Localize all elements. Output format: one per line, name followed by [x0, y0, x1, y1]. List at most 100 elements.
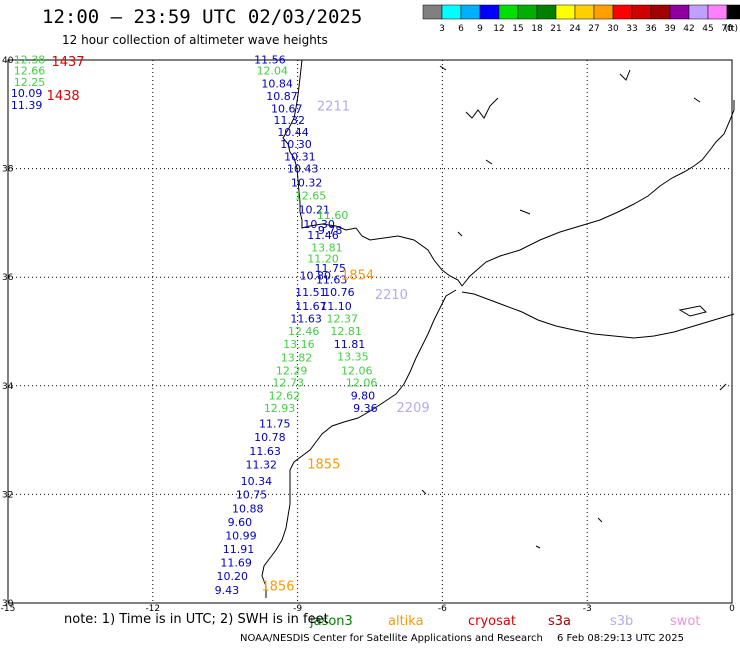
scale-tick-label: 36 — [645, 24, 657, 34]
scale-swatch — [536, 4, 557, 20]
scale-swatch — [631, 4, 652, 20]
scale-tick-label: 18 — [531, 24, 543, 34]
wave-height-value: 11.39 — [11, 99, 43, 112]
wave-height-value: 10.99 — [225, 529, 257, 542]
wave-height-value: 12.38 — [14, 53, 46, 66]
pass-number-label: 1854 — [341, 268, 374, 283]
lat-tick-label: 38 — [2, 165, 14, 175]
wave-height-value: 11.63 — [249, 445, 280, 458]
scale-tick-label: 15 — [512, 24, 523, 34]
wave-height-value: 9.80 — [351, 389, 376, 402]
wave-height-value: 11.63 — [290, 312, 322, 325]
scale-tick-label: 39 — [664, 24, 676, 34]
pass-number-label: 2211 — [317, 99, 350, 114]
island-fragment — [465, 97, 499, 119]
scale-tick-label: 9 — [477, 24, 483, 34]
wave-height-value: 11.60 — [317, 209, 349, 222]
scale-swatch — [422, 4, 443, 20]
wave-height-value: 11.67 — [295, 300, 327, 313]
wave-height-value: 10.88 — [232, 502, 264, 515]
wave-height-value: 10.34 — [241, 475, 272, 488]
pass-number-label: 1437 — [51, 55, 84, 70]
wave-height-value: 10.21 — [299, 204, 331, 217]
scale-swatch — [441, 4, 462, 20]
wave-height-value: 10.43 — [287, 162, 319, 175]
wave-height-value: 10.80 — [300, 269, 332, 282]
wave-height-value: 11.32 — [273, 114, 305, 127]
wave-height-value: 10.32 — [291, 177, 323, 190]
wave-height-value: 9.78 — [318, 224, 343, 237]
lat-tick-label: 36 — [2, 273, 14, 283]
wave-height-value: 13.16 — [283, 338, 315, 351]
wave-height-value: 11.46 — [307, 229, 339, 242]
scale-swatch — [593, 4, 614, 20]
footer-timestamp: 6 Feb 08:29:13 UTC 2025 — [557, 633, 684, 644]
pass-number-label: 1438 — [47, 89, 80, 104]
wave-height-value: 10.20 — [217, 570, 249, 583]
wave-height-value: 12.46 — [288, 325, 320, 338]
wave-height-value: 9.43 — [215, 584, 240, 597]
island-fragment — [485, 159, 493, 165]
coast-portugal — [282, 59, 463, 287]
lon-tick-label: -15 — [1, 604, 16, 614]
wave-height-value: 10.31 — [284, 150, 316, 163]
wave-height-value: 10.44 — [277, 126, 309, 139]
wave-height-value: 11.75 — [259, 418, 291, 431]
legend-swot: swot — [670, 614, 700, 629]
lat-tick-label: 40 — [2, 56, 14, 66]
footer-note: note: 1) Time is in UTC; 2) SWH is in fe… — [64, 612, 329, 627]
wave-height-value: 11.69 — [220, 557, 252, 570]
lon-tick-label: -3 — [583, 604, 592, 614]
wave-height-value: 11.56 — [254, 53, 286, 66]
wave-height-value: 13.81 — [311, 242, 343, 255]
island-fragment — [457, 231, 463, 237]
scale-swatch — [460, 4, 481, 20]
coast-north-africa — [461, 291, 735, 339]
pass-number-label: 2210 — [375, 288, 408, 303]
lon-tick-label: -12 — [145, 604, 160, 614]
satellite-legend: jason3 altika cryosat s3a s3b swot — [309, 614, 700, 629]
wave-height-value: 10.76 — [323, 286, 355, 299]
scale-swatch — [498, 4, 519, 20]
wave-height-value: 12.37 — [327, 312, 359, 325]
graticule — [8, 60, 732, 603]
island-fragment — [535, 545, 541, 549]
wave-height-value: 12.65 — [295, 190, 327, 203]
wave-height-value: 10.30 — [280, 138, 312, 151]
wave-height-value: 12.04 — [257, 65, 289, 78]
wave-height-value: 12.29 — [276, 364, 308, 377]
wave-height-value: 11.51 — [295, 286, 327, 299]
scale-swatch — [669, 4, 690, 20]
scale-swatch — [612, 4, 633, 20]
island-fragment — [619, 69, 631, 81]
scale-tick-label: 21 — [550, 24, 561, 34]
wave-height-value: 12.62 — [269, 389, 301, 402]
legend-jason3: jason3 — [309, 614, 353, 629]
island-fragment — [519, 209, 531, 215]
wave-height-value: 11.32 — [245, 458, 276, 471]
scale-swatch — [726, 4, 740, 20]
scale-swatch — [555, 4, 576, 20]
wave-height-value: 12.06 — [346, 376, 378, 389]
scale-unit-label: (ft) — [724, 24, 738, 34]
wave-height-value: 10.87 — [266, 90, 298, 103]
island-fragment — [693, 97, 701, 103]
wave-height-value: 11.75 — [314, 262, 346, 275]
wave-height-value: 11.91 — [223, 543, 255, 556]
scale-swatch — [479, 4, 500, 20]
island-fragment — [439, 65, 447, 71]
axis-labels: -15 -12 -9 -6 -3 0 40 38 36 34 32 30 — [1, 56, 735, 614]
map-subtitle: 12 hour collection of altimeter wave hei… — [62, 33, 328, 47]
lon-tick-label: -6 — [438, 604, 447, 614]
lat-tick-label: 34 — [2, 382, 14, 392]
legend-altika: altika — [388, 614, 424, 629]
wave-height-value: 10.09 — [11, 87, 43, 100]
island-fragment — [421, 489, 427, 495]
scale-swatch — [650, 4, 671, 20]
wave-height-value: 10.84 — [261, 78, 293, 91]
scale-swatch — [688, 4, 709, 20]
coastline — [261, 59, 735, 598]
wave-height-value: 12.25 — [14, 76, 46, 89]
